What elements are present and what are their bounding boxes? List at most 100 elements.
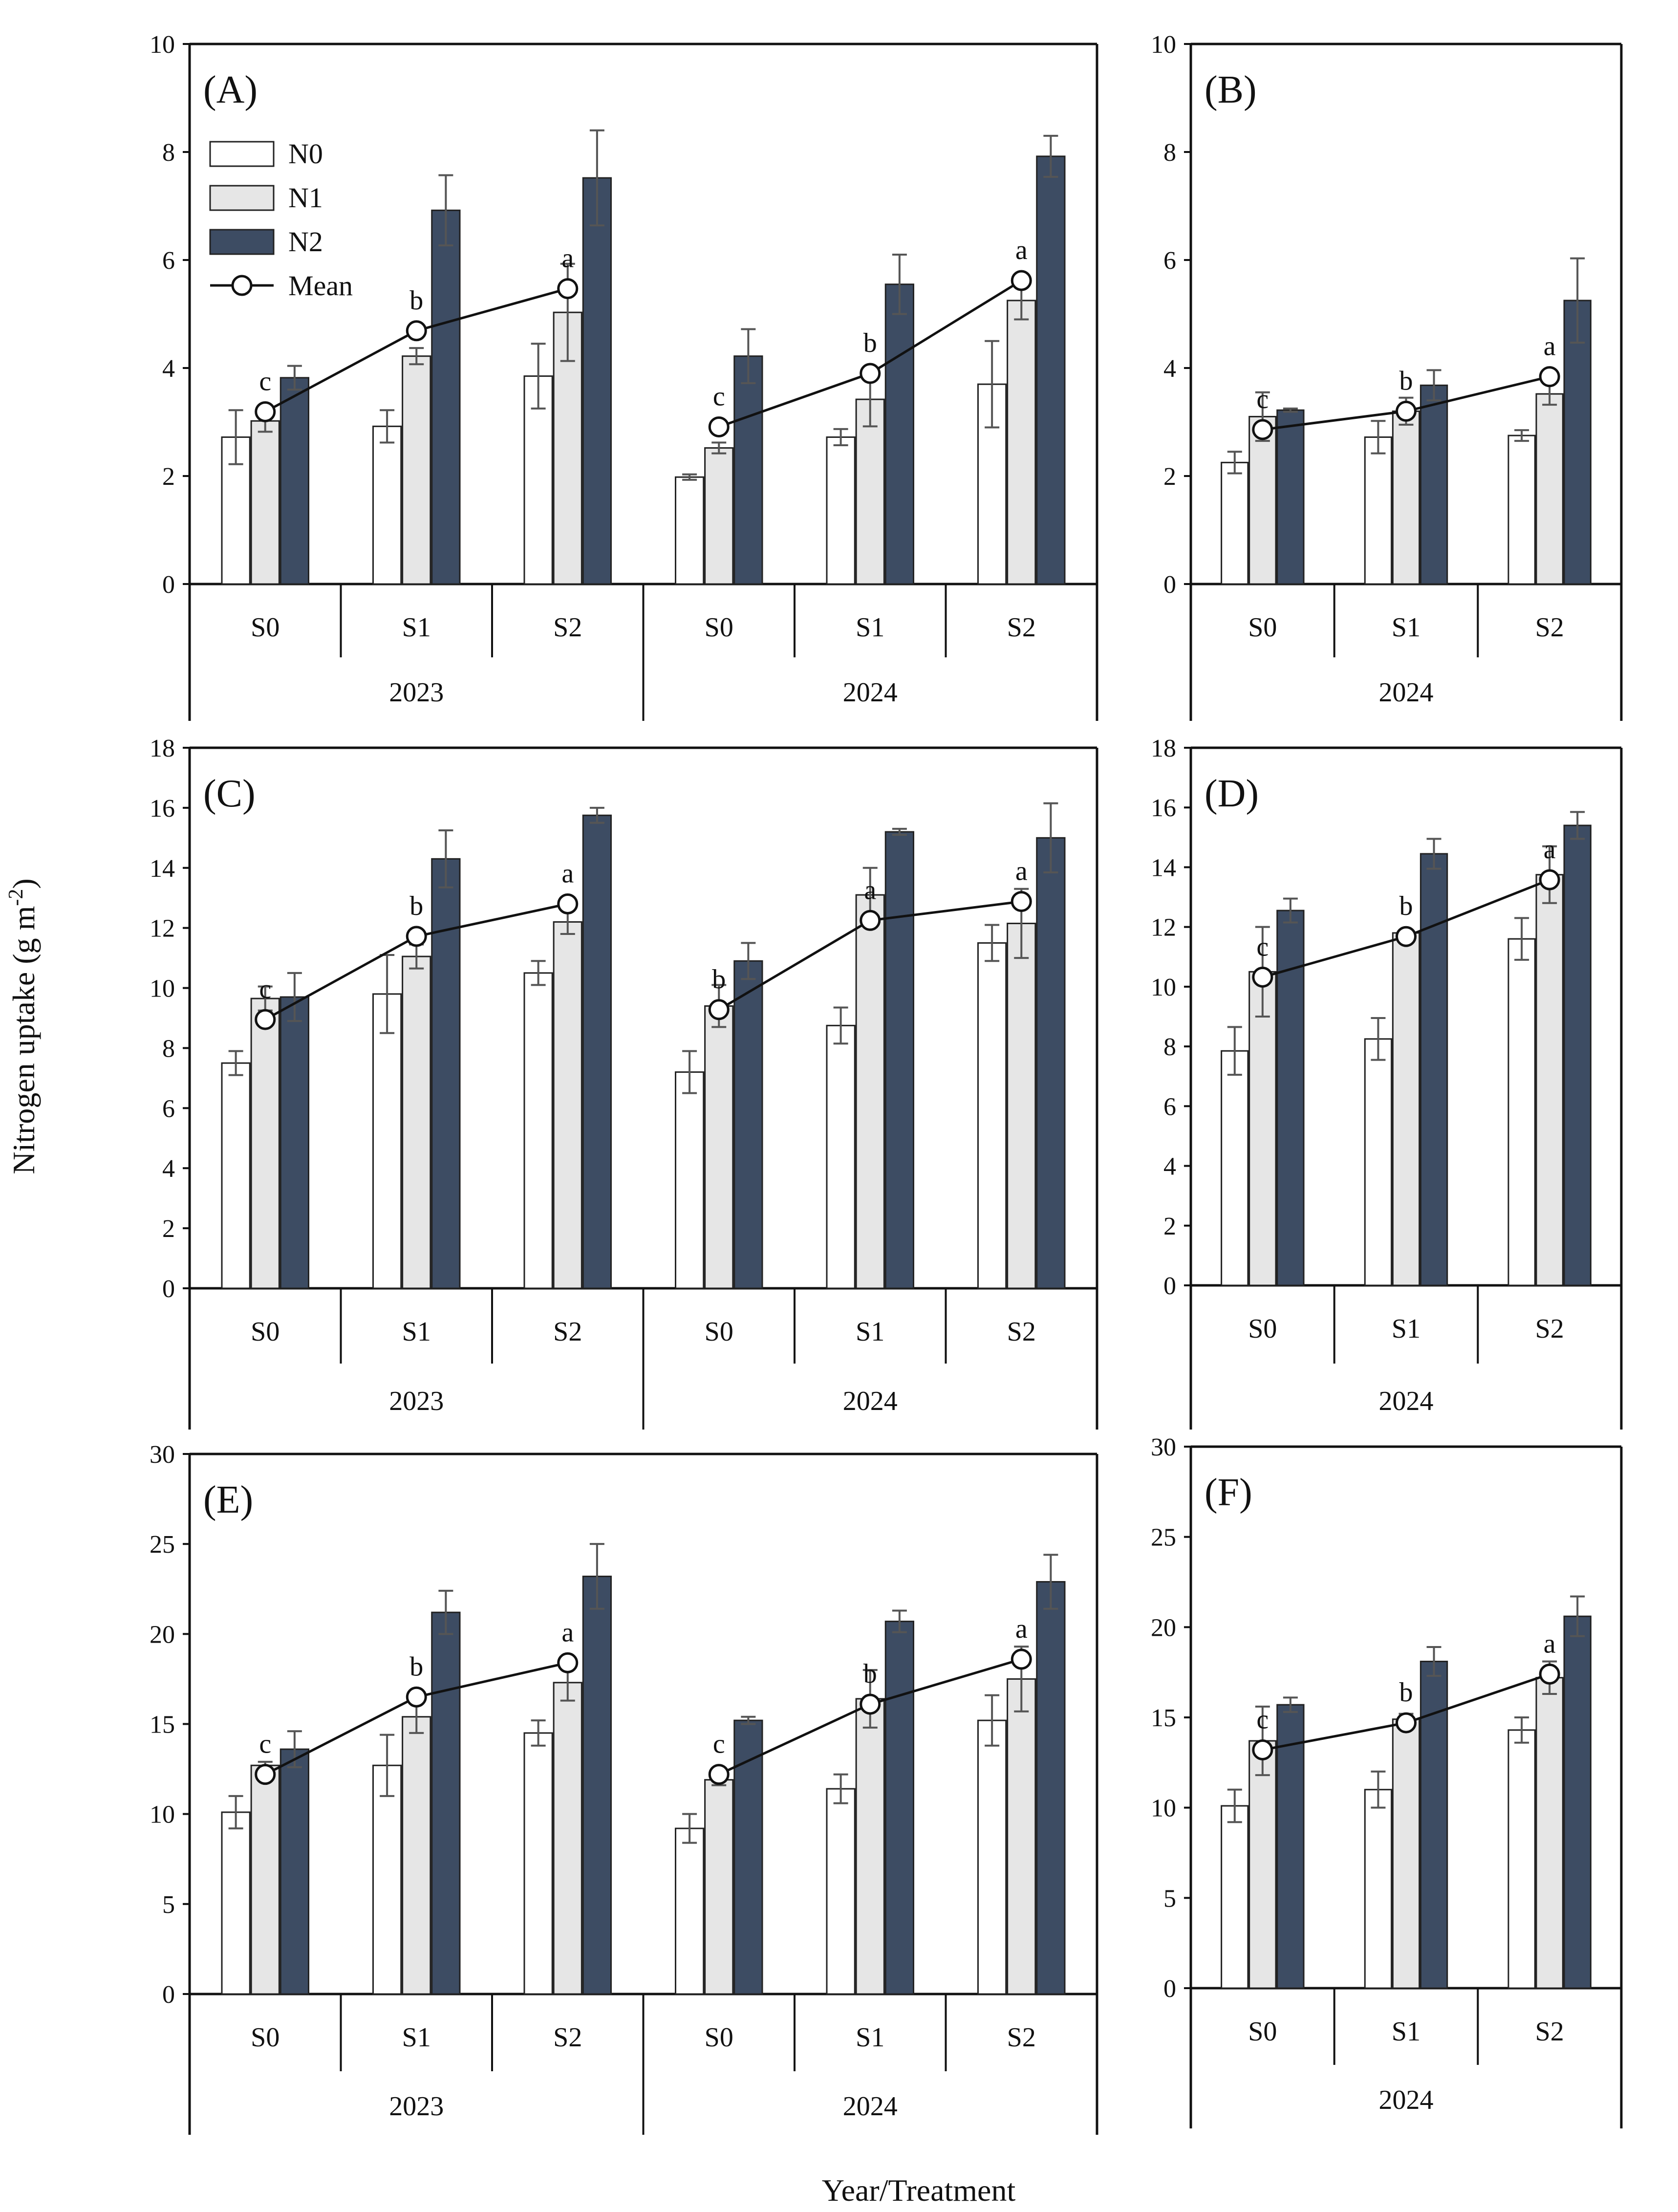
bar-n0 [1507,938,1536,1286]
category-label-s1: S1 [1392,1314,1420,1344]
y-axis-label-superscript: -2 [5,889,27,906]
bar-n2 [582,1575,612,1995]
y-tick-label: 4 [1163,355,1176,383]
y-tick-label: 16 [1151,794,1176,822]
bar-n0 [1364,1789,1393,1989]
y-tick-label: 2 [162,1215,175,1243]
bar-n2 [1276,409,1305,585]
category-label-s2: S2 [553,612,582,643]
panel-b: 0 2 4 6 8 10 S0 S1 S2 2024 c b a (B) [1151,31,1623,721]
bar-n1 [1007,922,1036,1289]
bar-n0 [1221,1050,1249,1286]
category-label-s0: S0 [1248,2017,1277,2047]
legend-label-mean: Mean [288,270,353,302]
panel-label: (E) [203,1478,253,1521]
bar-n0 [372,425,402,585]
significance-letter: a [561,1617,574,1648]
bar-n2 [431,858,461,1289]
y-tick-label: 15 [1151,1704,1176,1732]
y-tick-label: 2 [1163,463,1176,491]
significance-letter: c [1256,384,1269,414]
bar-n1 [855,398,885,585]
category-label-s0: S0 [1248,1314,1277,1344]
significance-letter: a [1015,856,1028,887]
y-tick-label: 20 [1151,1614,1176,1642]
significance-letter: c [259,367,271,397]
category-label-s2: S2 [1535,2017,1564,2047]
significance-letter: c [259,974,271,1004]
year-label-2023: 2023 [389,1386,444,1416]
panel-label: (A) [203,68,258,111]
y-tick-label: 0 [1163,1272,1176,1300]
panel-label: (D) [1205,772,1259,815]
significance-letter: b [409,285,423,316]
y-tick-label: 8 [162,139,175,167]
y-axis-label: Nitrogen uptake (g m-2) [5,878,41,1174]
y-tick-label: 10 [150,975,175,1003]
y-tick-label: 12 [150,915,175,943]
bar-n1 [704,447,734,585]
bar-n1 [1248,1740,1277,1989]
y-tick-label: 20 [150,1621,175,1648]
y-axis-label-text: Nitrogen uptake (g m [6,906,41,1174]
bar-n0 [1221,461,1249,585]
bar-n2 [1036,1581,1066,1995]
mean-point [1252,1739,1273,1760]
mean-point [557,893,579,915]
mean-point [708,416,730,437]
panel-d: 0 2 4 6 8 10 12 14 16 18 S0 S1 S2 2024 c b a (D) [1151,735,1623,1430]
bar-n1 [855,894,885,1289]
bar-n2 [582,814,612,1289]
y-tick-label: 10 [1151,974,1176,1001]
bar-n0 [372,993,402,1289]
bar-n1 [855,1698,885,1995]
y-tick-label: 4 [162,1155,175,1183]
mean-point [1396,926,1417,947]
bar-n1 [250,1764,280,1995]
bar-n0 [523,1732,553,1995]
bar-n0 [523,972,553,1289]
y-tick-label: 0 [162,1981,175,2009]
significance-letter: c [1256,1704,1269,1735]
significance-letter: c [713,381,725,412]
y-tick-label: 4 [162,355,175,383]
legend-swatch-n1 [209,185,275,211]
y-tick-label: 10 [150,1801,175,1829]
mean-point [1011,1648,1032,1670]
bar-n2 [1036,155,1066,585]
bar-n2 [733,355,763,585]
significance-letter: b [1399,891,1413,921]
bar-n2 [733,960,763,1289]
y-tick-label: 8 [162,1035,175,1063]
legend-label-n0: N0 [288,138,323,170]
category-label-s2: S2 [553,2022,582,2053]
category-label-s2: S2 [1007,2022,1036,2053]
bar-n2 [1036,837,1066,1289]
mean-point [557,278,579,300]
bar-n1 [1535,393,1564,585]
category-label-s1: S1 [856,1317,884,1347]
y-tick-label: 0 [162,1275,175,1303]
bar-n1 [1007,1678,1036,1995]
significance-letter: a [561,243,574,274]
y-tick-label: 18 [150,735,175,762]
category-label-s2: S2 [553,1317,582,1347]
bar-n2 [1563,824,1592,1286]
mean-point [1396,400,1417,422]
y-tick-label: 6 [162,247,175,275]
significance-letter: b [863,328,877,358]
bar-n2 [1563,1615,1592,1989]
significance-letter: a [1544,834,1556,865]
y-tick-label: 30 [150,1441,175,1469]
bar-n0 [372,1764,402,1995]
category-label-s0: S0 [1248,612,1277,643]
legend-swatch-n0 [209,141,275,167]
significance-letter: a [1544,331,1556,362]
bar-n0 [675,1827,705,1995]
significance-letter: a [561,859,574,889]
significance-letter: b [863,1659,877,1689]
mean-point [1252,966,1273,988]
bar-n0 [1364,436,1393,585]
mean-point [255,1009,276,1030]
